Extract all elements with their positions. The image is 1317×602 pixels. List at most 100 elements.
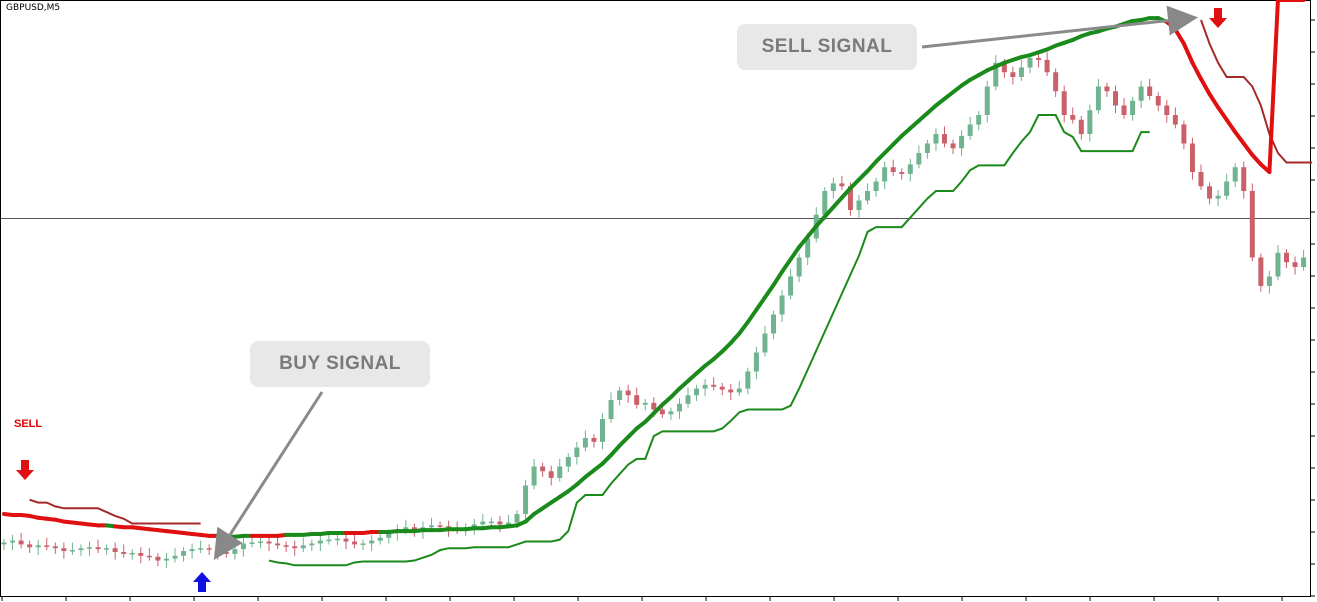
bear-candle <box>1001 62 1007 73</box>
bull-candle <box>745 371 751 389</box>
bull-candle <box>35 545 41 548</box>
sell-stop-line <box>1200 19 1313 164</box>
bear-candle <box>899 172 905 174</box>
bull-candle <box>1266 276 1272 286</box>
bear-candle <box>1164 105 1170 115</box>
trend-segment <box>865 159 879 174</box>
bear-candle <box>18 540 24 545</box>
buy-pointer-arrow <box>213 391 324 561</box>
trend-segment <box>1181 41 1195 65</box>
bear-candle <box>112 548 118 552</box>
bull-candle <box>317 540 323 544</box>
bull-candle <box>69 550 75 552</box>
bear-candle <box>659 409 665 415</box>
bull-candle <box>1224 181 1230 196</box>
trend-segment <box>745 307 759 325</box>
bull-candle <box>189 549 195 552</box>
bull-candle <box>702 384 708 389</box>
bear-candle <box>1104 86 1110 92</box>
bear-candle <box>1113 91 1118 106</box>
bear-candle <box>942 134 947 144</box>
bear-candle <box>292 546 298 549</box>
trend-segment <box>1224 117 1238 135</box>
bull-candle <box>386 533 392 538</box>
bear-candle <box>61 548 67 552</box>
bear-candle <box>497 521 503 525</box>
trend-segment <box>839 186 853 200</box>
bear-candle <box>1010 72 1016 77</box>
trend-segment <box>754 295 767 312</box>
bear-candle <box>1036 58 1042 60</box>
bull-candle <box>762 333 768 353</box>
bear-candle <box>343 538 349 542</box>
bear-candle <box>847 186 853 210</box>
trend-segment <box>1233 130 1246 146</box>
bear-candle <box>591 438 597 442</box>
sell-signal-callout: SELL SIGNAL <box>737 24 917 70</box>
bear-candle <box>711 384 717 387</box>
bear-candle <box>1258 257 1264 286</box>
bull-candle <box>1138 86 1144 101</box>
bull-candle <box>309 543 315 546</box>
bull-candle <box>668 411 674 415</box>
bull-candle <box>753 352 759 372</box>
trend-segment <box>882 142 896 155</box>
bear-candle <box>138 552 144 556</box>
bear-candle <box>52 546 58 549</box>
bear-candle <box>1078 119 1084 134</box>
bear-candle <box>1207 186 1213 199</box>
buy-signal-callout: BUY SIGNAL <box>250 341 430 387</box>
bull-candle <box>617 390 623 400</box>
bull-candle <box>1018 67 1024 77</box>
bull-candle <box>856 200 862 210</box>
trend-segment <box>814 214 827 229</box>
bull-candle <box>967 124 973 136</box>
bull-candle <box>976 115 982 125</box>
bull-candle <box>805 238 811 258</box>
bear-candle <box>1147 86 1153 96</box>
trend-segment <box>617 435 631 448</box>
bull-candle <box>933 134 939 144</box>
bull-candle <box>685 395 691 404</box>
bear-candle <box>352 541 358 545</box>
trend-segment <box>600 453 614 466</box>
trend-segment <box>822 205 836 219</box>
trend-segment <box>609 443 622 458</box>
bear-candle <box>146 555 152 558</box>
bull-candle <box>1095 86 1101 111</box>
bull-candle <box>514 514 520 523</box>
trend-segment <box>874 151 887 164</box>
bear-candle <box>1155 96 1161 106</box>
bull-candle <box>258 541 263 544</box>
bull-candle <box>582 438 588 448</box>
bear-candle <box>950 143 956 149</box>
buy-stop-line <box>268 114 1150 567</box>
bull-candle <box>360 543 366 545</box>
trend-segment <box>848 177 861 191</box>
bear-candle <box>548 471 554 478</box>
bull-candle <box>788 276 794 296</box>
arrow-down-icon <box>1209 8 1227 28</box>
bull-candle <box>873 181 879 191</box>
callout-pointers <box>213 5 1198 561</box>
bull-candle <box>882 167 888 182</box>
bull-candle <box>369 540 375 544</box>
sell-stop-line <box>29 498 201 525</box>
trend-segment <box>668 386 682 400</box>
sell-arrow-icon <box>16 460 34 480</box>
trend-segment <box>1241 141 1255 157</box>
sell-tag: SELL <box>14 418 43 430</box>
bull-candle <box>1215 195 1221 199</box>
bull-candle <box>865 191 871 201</box>
trend-line <box>2 0 1306 539</box>
bear-candle <box>1189 143 1195 172</box>
bull-candle <box>480 521 486 525</box>
buy-arrow-icon <box>193 572 211 592</box>
bull-candle <box>796 257 802 277</box>
candles <box>1 52 1307 569</box>
bear-candle <box>1284 252 1289 263</box>
bull-candle <box>771 314 776 334</box>
trend-segment <box>1267 0 1280 174</box>
trend-segment <box>857 169 870 182</box>
